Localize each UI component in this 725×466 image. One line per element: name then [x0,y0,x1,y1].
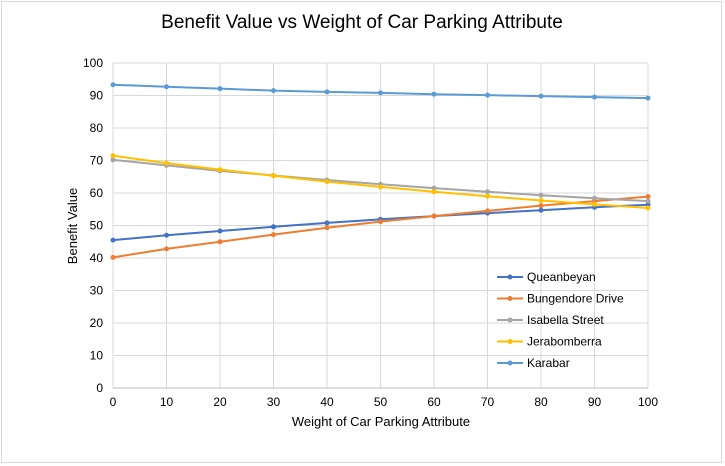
data-point-bungendore-drive [164,246,169,252]
data-point-bungendore-drive [110,254,116,260]
data-point-bungendore-drive [485,208,490,214]
data-point-bungendore-drive [431,213,437,219]
legend-marker [507,360,513,366]
y-tick-label: 10 [90,349,104,363]
data-point-queanbeyan [538,207,544,213]
y-tick-label: 100 [83,56,103,70]
data-point-jerabomberra [485,193,490,199]
series-jerabomberra [110,153,651,211]
data-point-isabella-street [538,192,544,198]
data-point-isabella-street [592,195,597,201]
x-tick-label: 80 [534,395,548,409]
data-point-queanbeyan [271,224,276,230]
legend-item-jerabomberra: Jerabomberra [497,335,602,349]
x-tick-label: 30 [267,395,281,409]
data-point-isabella-street [485,189,490,195]
data-point-bungendore-drive [538,203,544,209]
y-tick-label: 90 [90,89,104,103]
y-axis-label: Benefit Value [65,188,80,264]
y-tick-label: 80 [90,121,104,135]
legend-marker [507,317,513,323]
data-point-karabar [538,93,544,99]
y-tick-label: 20 [90,316,104,330]
data-point-isabella-street [431,185,437,191]
y-tick-label: 70 [90,154,104,168]
legend: Queanbeyan Bungendore Drive Isabella Stree… [497,270,624,370]
data-point-queanbeyan [324,220,330,226]
y-axis-ticks: 0 10 20 30 40 50 60 70 80 90 100 [83,56,103,395]
legend-label: Bungendore Drive [527,292,624,306]
y-tick-label: 40 [90,251,104,265]
data-point-jerabomberra [592,201,597,207]
data-point-karabar [271,88,276,94]
data-point-karabar [485,92,490,98]
data-point-queanbeyan [164,232,169,238]
data-point-karabar [431,91,437,97]
data-point-bungendore-drive [271,232,276,238]
data-point-jerabomberra [324,179,330,185]
data-point-karabar [324,89,330,95]
data-point-jerabomberra [538,197,544,203]
x-tick-label: 20 [213,395,227,409]
legend-item-bungendore-drive: Bungendore Drive [497,292,624,306]
x-axis-label: Weight of Car Parking Attribute [292,414,470,429]
data-point-jerabomberra [110,153,116,159]
data-point-karabar [217,86,223,92]
x-tick-label: 10 [160,395,174,409]
x-tick-label: 40 [320,395,334,409]
data-point-jerabomberra [645,205,651,211]
x-tick-label: 50 [374,395,388,409]
data-point-jerabomberra [378,184,383,190]
series-karabar [110,82,651,101]
y-tick-label: 30 [90,284,104,298]
data-point-karabar [645,95,651,101]
y-tick-label: 60 [90,186,104,200]
legend-item-karabar: Karabar [497,356,570,370]
data-point-karabar [378,90,383,96]
y-tick-label: 50 [90,219,104,233]
legend-label: Karabar [527,356,570,370]
legend-item-isabella-street: Isabella Street [497,313,604,327]
gridlines [112,62,649,389]
legend-marker [507,274,513,280]
x-tick-label: 100 [638,395,658,409]
data-point-isabella-street [645,198,651,204]
x-tick-label: 0 [110,395,117,409]
data-point-jerabomberra [217,167,223,173]
data-point-bungendore-drive [217,239,223,245]
data-point-jerabomberra [271,173,276,179]
x-tick-label: 90 [588,395,602,409]
data-point-karabar [164,84,169,90]
x-tick-label: 60 [427,395,441,409]
data-point-jerabomberra [164,160,169,166]
data-point-bungendore-drive [378,219,383,225]
data-point-karabar [592,94,597,100]
legend-item-queanbeyan: Queanbeyan [497,270,596,284]
y-tick-label: 0 [96,381,103,395]
data-point-queanbeyan [217,228,223,234]
data-point-bungendore-drive [645,194,651,200]
legend-label: Queanbeyan [527,270,596,284]
legend-marker [507,339,513,344]
x-axis-ticks: 0 10 20 30 40 50 60 70 80 90 100 [110,395,659,409]
legend-marker [507,296,513,301]
data-point-isabella-street [110,157,116,163]
data-point-queanbeyan [110,237,116,243]
data-point-bungendore-drive [324,225,330,231]
data-point-jerabomberra [431,189,437,195]
chart-title: Benefit Value vs Weight of Car Parking A… [161,12,563,33]
series-lines [110,82,651,260]
legend-label: Jerabomberra [527,335,602,349]
legend-label: Isabella Street [527,313,604,327]
x-tick-label: 70 [481,395,495,409]
data-point-karabar [110,82,116,88]
